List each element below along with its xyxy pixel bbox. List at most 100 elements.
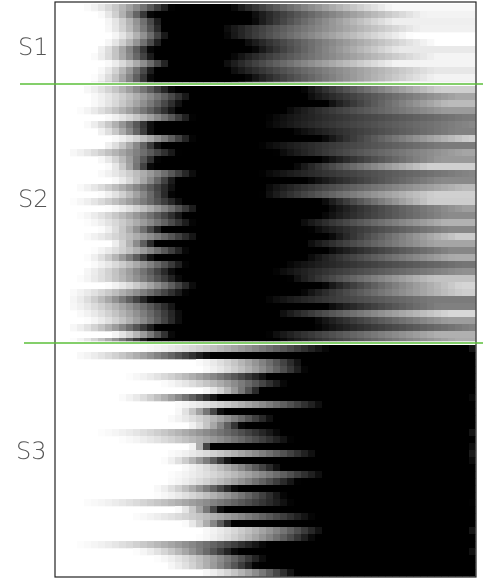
pixel-cell: [175, 93, 182, 100]
pixel-cell: [329, 380, 336, 387]
pixel-cell: [462, 233, 469, 240]
pixel-cell: [441, 107, 448, 114]
pixel-cell: [329, 443, 336, 450]
pixel-cell: [147, 11, 154, 18]
pixel-cell: [105, 247, 112, 254]
pixel-cell: [126, 233, 133, 240]
pixel-cell: [154, 135, 161, 142]
pixel-cell: [140, 303, 147, 310]
pixel-cell: [245, 310, 252, 317]
pixel-cell: [427, 296, 434, 303]
pixel-cell: [175, 555, 182, 562]
pixel-cell: [427, 114, 434, 121]
pixel-cell: [84, 289, 91, 296]
pixel-cell: [266, 163, 273, 170]
pixel-cell: [147, 81, 154, 82]
pixel-cell: [119, 128, 126, 135]
pixel-cell: [189, 338, 196, 341]
pixel-cell: [91, 233, 98, 240]
pixel-cell: [350, 4, 357, 11]
pixel-cell: [301, 240, 308, 247]
pixel-cell: [420, 485, 427, 492]
pixel-cell: [315, 345, 322, 352]
pixel-cell: [455, 359, 462, 366]
pixel-cell: [119, 541, 126, 548]
pixel-cell: [448, 555, 455, 562]
pixel-cell: [322, 359, 329, 366]
pixel-cell: [112, 282, 119, 289]
pixel-cell: [294, 450, 301, 457]
pixel-cell: [329, 527, 336, 534]
pixel-cell: [420, 562, 427, 569]
pixel-cell: [175, 198, 182, 205]
pixel-cell: [420, 345, 427, 352]
pixel-cell: [315, 485, 322, 492]
pixel-cell: [315, 163, 322, 170]
pixel-cell: [287, 303, 294, 310]
pixel-cell: [280, 443, 287, 450]
pixel-cell: [273, 4, 280, 11]
pixel-cell: [392, 32, 399, 39]
pixel-cell: [266, 177, 273, 184]
pixel-cell: [378, 492, 385, 499]
pixel-cell: [350, 46, 357, 53]
pixel-cell: [406, 366, 413, 373]
pixel-cell: [357, 338, 364, 341]
pixel-cell: [434, 156, 441, 163]
pixel-cell: [455, 219, 462, 226]
pixel-cell: [273, 387, 280, 394]
pixel-cell: [231, 492, 238, 499]
pixel-cell: [238, 394, 245, 401]
pixel-cell: [259, 534, 266, 541]
pixel-cell: [301, 457, 308, 464]
pixel-cell: [294, 310, 301, 317]
pixel-cell: [280, 478, 287, 485]
pixel-cell: [385, 422, 392, 429]
pixel-cell: [182, 331, 189, 338]
pixel-cell: [280, 149, 287, 156]
pixel-cell: [224, 114, 231, 121]
pixel-cell: [182, 254, 189, 261]
pixel-cell: [133, 324, 140, 331]
pixel-cell: [357, 289, 364, 296]
pixel-cell: [84, 233, 91, 240]
pixel-cell: [322, 142, 329, 149]
pixel-cell: [210, 506, 217, 513]
pixel-cell: [168, 492, 175, 499]
pixel-cell: [98, 74, 105, 81]
pixel-cell: [434, 387, 441, 394]
pixel-cell: [336, 506, 343, 513]
pixel-cell: [287, 345, 294, 352]
pixel-cell: [140, 25, 147, 32]
pixel-cell: [294, 464, 301, 471]
pixel-cell: [434, 380, 441, 387]
pixel-cell: [259, 338, 266, 341]
pixel-cell: [322, 86, 329, 93]
pixel-cell: [378, 401, 385, 408]
pixel-cell: [140, 317, 147, 324]
pixel-cell: [455, 121, 462, 128]
pixel-cell: [392, 46, 399, 53]
pixel-cell: [343, 394, 350, 401]
pixel-cell: [287, 212, 294, 219]
pixel-cell: [217, 569, 224, 576]
pixel-cell: [399, 114, 406, 121]
pixel-cell: [336, 443, 343, 450]
pixel-cell: [434, 100, 441, 107]
pixel-cell: [399, 471, 406, 478]
pixel-cell: [413, 67, 420, 74]
pixel-cell: [434, 247, 441, 254]
pixel-cell: [98, 198, 105, 205]
pixel-cell: [399, 198, 406, 205]
pixel-cell: [154, 81, 161, 82]
pixel-cell: [245, 60, 252, 67]
pixel-cell: [161, 268, 168, 275]
pixel-cell: [294, 408, 301, 415]
pixel-cell: [196, 562, 203, 569]
pixel-cell: [140, 331, 147, 338]
pixel-cell: [273, 471, 280, 478]
pixel-cell: [301, 380, 308, 387]
pixel-cell: [357, 569, 364, 576]
pixel-cell: [427, 100, 434, 107]
pixel-cell: [287, 569, 294, 576]
